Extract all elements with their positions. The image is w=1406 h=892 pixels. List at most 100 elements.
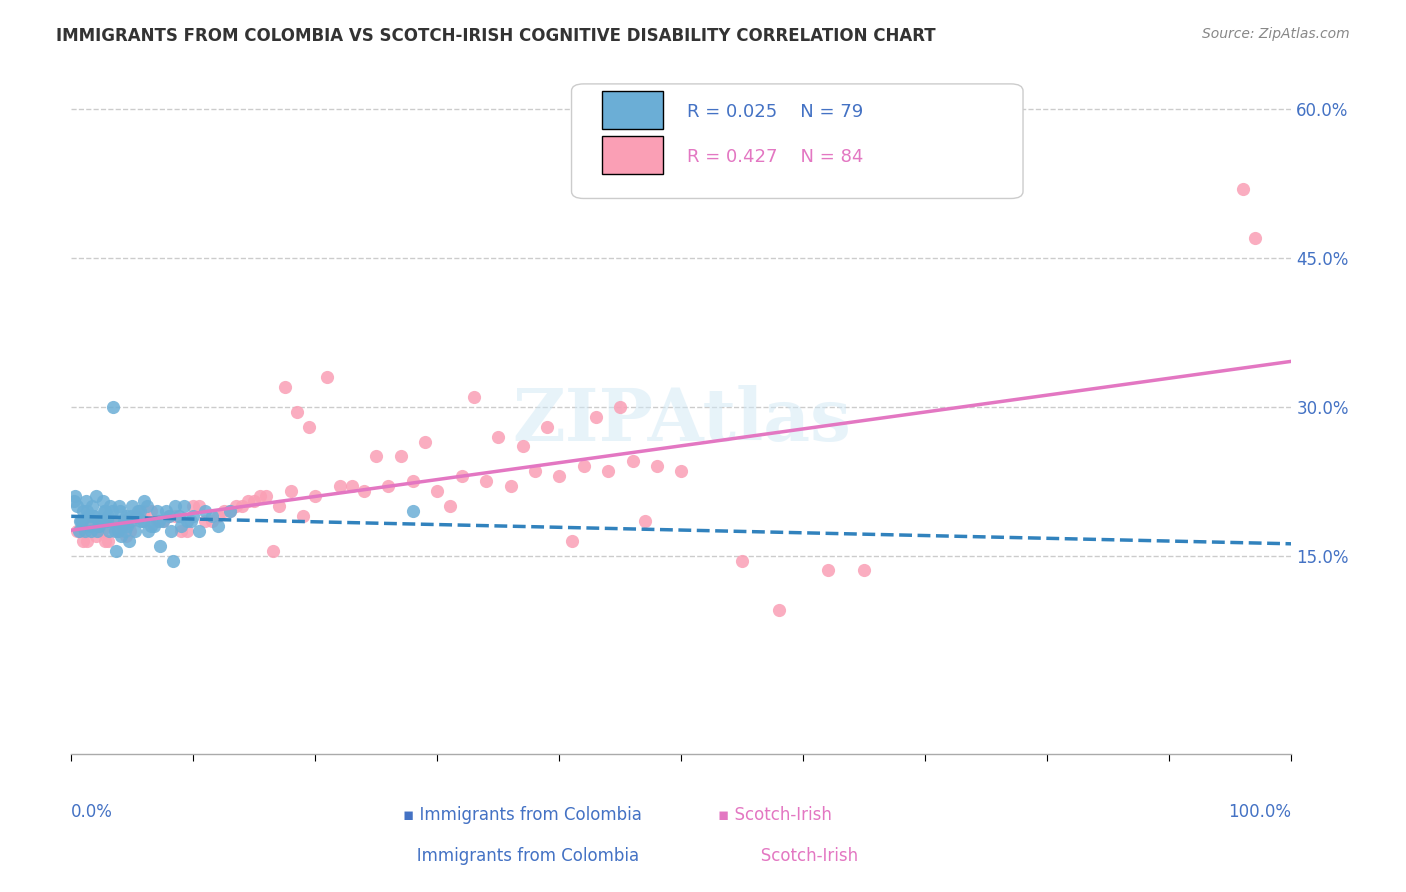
Point: [112, 514, 135, 528]
Point: [103, 514, 125, 528]
Point: [127, 504, 149, 518]
Point: [413, 434, 436, 449]
Point: [134, 504, 156, 518]
Point: [134, 494, 156, 508]
Point: [132, 514, 155, 528]
Point: [111, 518, 134, 533]
Point: [152, 514, 174, 528]
Point: [128, 504, 150, 518]
Point: [817, 564, 839, 578]
Point: [188, 499, 211, 513]
Point: [79, 518, 101, 533]
Point: [89, 518, 111, 533]
Point: [108, 499, 131, 513]
Text: ▪ Immigrants from Colombia: ▪ Immigrants from Colombia: [404, 806, 643, 824]
Point: [76, 533, 98, 548]
Point: [118, 514, 141, 528]
Point: [218, 504, 240, 518]
Text: IMMIGRANTS FROM COLOMBIA VS SCOTCH-IRISH COGNITIVE DISABILITY CORRELATION CHART: IMMIGRANTS FROM COLOMBIA VS SCOTCH-IRISH…: [56, 27, 936, 45]
Point: [77, 508, 100, 523]
Point: [238, 494, 260, 508]
Point: [121, 514, 143, 528]
Point: [486, 429, 509, 443]
Point: [136, 524, 159, 538]
Point: [163, 508, 186, 523]
Point: [194, 504, 217, 518]
Point: [79, 518, 101, 533]
Point: [62, 494, 84, 508]
Point: [173, 499, 195, 513]
Point: [84, 489, 107, 503]
Point: [853, 564, 876, 578]
Point: [110, 529, 132, 543]
Point: [100, 518, 122, 533]
Point: [63, 489, 86, 503]
Point: [72, 504, 94, 518]
Point: [768, 603, 790, 617]
Point: [80, 524, 103, 538]
Point: [304, 489, 326, 503]
Point: [1232, 181, 1254, 195]
Point: [129, 514, 152, 528]
Text: ▪ Scotch-Irish: ▪ Scotch-Irish: [718, 806, 832, 824]
Point: [512, 440, 534, 454]
Point: [499, 479, 522, 493]
Point: [609, 400, 631, 414]
Point: [377, 479, 399, 493]
Point: [139, 504, 162, 518]
Point: [103, 514, 125, 528]
Point: [353, 484, 375, 499]
Point: [145, 504, 167, 518]
Point: [101, 400, 124, 414]
Point: [162, 553, 184, 567]
Point: [76, 504, 98, 518]
Point: [180, 514, 202, 528]
Point: [117, 533, 139, 548]
Point: [585, 409, 607, 424]
Point: [70, 524, 93, 538]
Point: [285, 405, 308, 419]
FancyBboxPatch shape: [571, 84, 1024, 199]
Point: [634, 514, 657, 528]
Point: [107, 524, 129, 538]
Point: [155, 504, 177, 518]
Point: [86, 524, 108, 538]
Point: [82, 514, 104, 528]
Point: [402, 474, 425, 488]
Point: [66, 499, 89, 513]
Point: [256, 489, 278, 503]
Point: [157, 508, 180, 523]
Point: [671, 464, 693, 478]
Point: [194, 514, 217, 528]
Point: [560, 533, 582, 548]
Point: [73, 524, 96, 538]
Point: [598, 464, 620, 478]
Point: [402, 504, 425, 518]
Point: [90, 514, 112, 528]
Point: [115, 529, 138, 543]
Point: [340, 479, 363, 493]
Point: [97, 508, 120, 523]
Point: [120, 508, 142, 523]
Point: [145, 514, 167, 528]
Point: [200, 508, 222, 523]
Point: [98, 524, 121, 538]
Point: [262, 543, 284, 558]
Point: [225, 499, 247, 513]
Point: [118, 524, 141, 538]
Point: [181, 499, 204, 513]
Point: [316, 370, 339, 384]
Point: [152, 514, 174, 528]
Text: Immigrants from Colombia: Immigrants from Colombia: [401, 847, 640, 865]
Point: [91, 494, 114, 508]
Text: R = 0.025    N = 79: R = 0.025 N = 79: [688, 103, 863, 120]
Point: [475, 474, 498, 488]
Point: [80, 499, 103, 513]
Point: [200, 514, 222, 528]
Point: [329, 479, 352, 493]
Point: [218, 504, 240, 518]
Point: [167, 508, 190, 523]
Point: [176, 524, 198, 538]
Point: [207, 518, 229, 533]
Point: [84, 529, 107, 543]
